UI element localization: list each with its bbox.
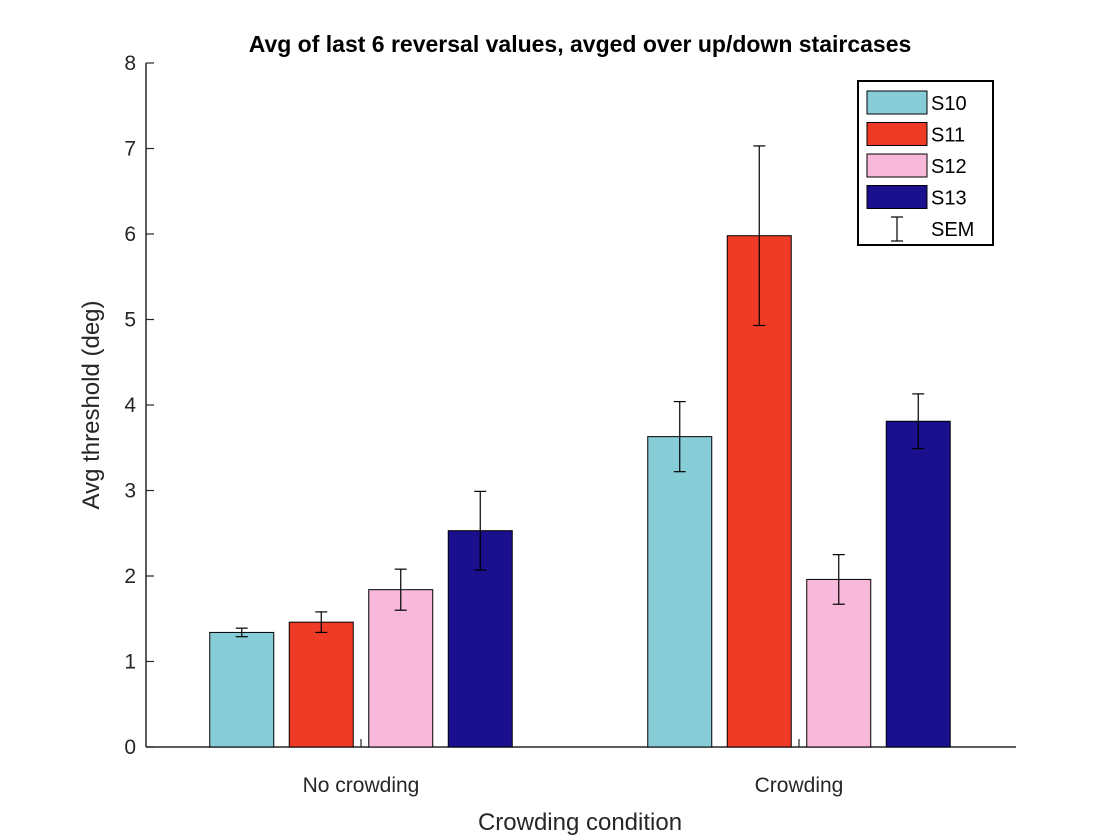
y-tick-label: 0 (124, 736, 136, 759)
error-bar (753, 145, 766, 327)
error-bar (235, 627, 248, 638)
legend-swatch-s10 (866, 90, 928, 115)
error-bar (832, 554, 845, 605)
error-bar (474, 490, 487, 571)
legend-label-s12: S12 (931, 156, 967, 178)
bar-s10 (647, 436, 713, 748)
y-tick-label: 2 (124, 565, 136, 588)
y-axis-ticks: 0 1 2 3 4 5 6 7 8 (124, 52, 154, 759)
legend-label-s13: S13 (931, 188, 967, 210)
legend-swatch-s12 (866, 153, 928, 178)
legend-label-s11: S11 (931, 125, 965, 147)
y-tick-label: 1 (124, 651, 136, 674)
legend-swatch-s13 (866, 185, 928, 209)
legend-label-s10: S10 (931, 93, 967, 115)
bars (209, 235, 951, 748)
y-tick-label: 3 (124, 480, 136, 503)
bar-s11 (288, 621, 354, 748)
x-tick-label: No crowding (303, 774, 420, 797)
x-axis-label: Crowding condition (478, 809, 682, 836)
x-axis-ticks: No crowding Crowding (303, 739, 844, 797)
error-bar (673, 400, 686, 473)
legend-sem-icon (891, 216, 903, 242)
legend-swatch-s11 (866, 122, 928, 146)
legend: S10 S11 S12 S13 SEM (857, 80, 994, 246)
legend-label-sem: SEM (931, 219, 974, 241)
error-bars (235, 145, 925, 638)
error-bar (912, 393, 925, 450)
y-tick-label: 5 (124, 309, 136, 332)
chart-title: Avg of last 6 reversal values, avged ove… (249, 31, 912, 57)
x-tick-label: Crowding (755, 774, 844, 797)
error-bar (394, 568, 407, 611)
bar-s12 (368, 589, 434, 748)
y-tick-label: 8 (124, 52, 136, 75)
error-bar (315, 611, 328, 634)
y-tick-label: 7 (124, 138, 136, 161)
bar-s13 (885, 420, 951, 748)
bar-s10 (209, 631, 275, 748)
y-tick-label: 4 (124, 394, 136, 417)
y-tick-label: 6 (124, 223, 136, 246)
y-axis-label: Avg threshold (deg) (78, 300, 105, 509)
